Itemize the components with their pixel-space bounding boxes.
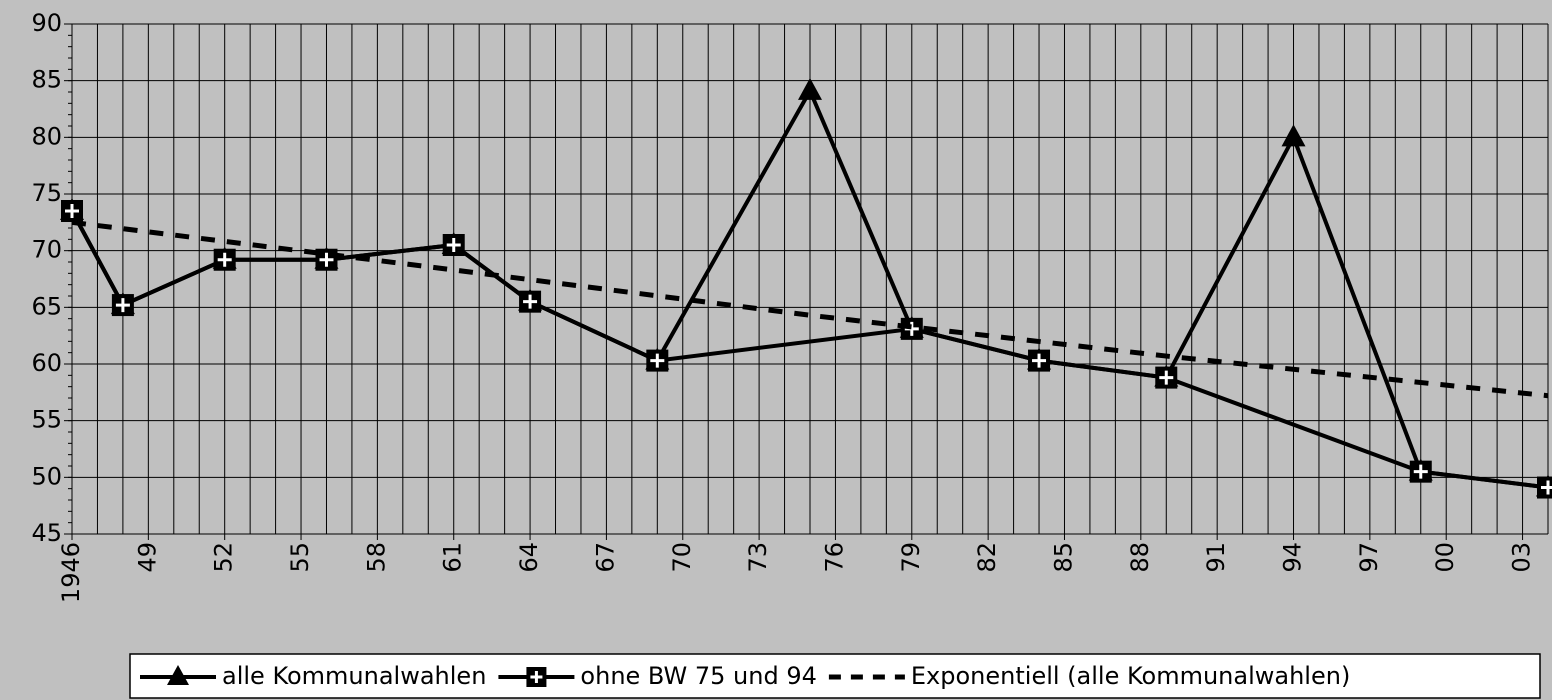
marker-plus	[1413, 464, 1428, 479]
marker	[1409, 460, 1432, 483]
x-tick-label: 79	[897, 542, 925, 573]
legend-label: alle Kommunalwahlen	[222, 662, 486, 690]
x-tick-label: 55	[286, 542, 314, 573]
x-tick-label: 91	[1202, 542, 1230, 573]
x-tick-label: 03	[1508, 542, 1536, 573]
marker-plus	[530, 671, 543, 683]
legend-label: ohne BW 75 und 94	[580, 662, 816, 690]
marker-plus	[1032, 353, 1047, 368]
x-tick-label: 58	[362, 542, 390, 573]
marker-plus	[115, 298, 130, 313]
marker	[526, 667, 547, 687]
marker-plus	[319, 252, 334, 267]
y-tick-label: 70	[31, 236, 62, 264]
x-tick-label: 67	[591, 542, 619, 573]
x-tick-label: 1946	[57, 542, 85, 603]
marker-plus	[650, 353, 665, 368]
marker-plus	[1159, 370, 1174, 385]
marker	[213, 248, 236, 271]
marker-plus	[65, 204, 79, 218]
marker	[646, 349, 669, 372]
x-tick-label: 85	[1049, 542, 1077, 573]
marker	[900, 317, 923, 340]
x-tick-label: 52	[210, 542, 238, 573]
marker	[315, 248, 338, 271]
series-line	[70, 210, 1549, 490]
y-tick-label: 90	[31, 9, 62, 37]
marker	[519, 290, 542, 313]
y-tick-label: 60	[31, 349, 62, 377]
x-tick-label: 97	[1355, 542, 1383, 573]
x-tick-label: 00	[1431, 542, 1459, 573]
marker	[1281, 124, 1306, 147]
y-tick-label: 50	[31, 462, 62, 490]
y-tick-label: 65	[31, 292, 62, 320]
y-tick-label: 80	[31, 122, 62, 150]
marker	[1028, 349, 1051, 372]
x-tick-label: 76	[820, 542, 848, 573]
x-tick-label: 82	[973, 542, 1001, 573]
legend-label: Exponentiell (alle Kommunalwahlen)	[911, 662, 1350, 690]
marker-plus	[446, 238, 461, 252]
marker	[442, 234, 465, 256]
series-line	[71, 219, 1549, 399]
x-tick-label: 70	[668, 542, 696, 573]
y-tick-label: 75	[31, 179, 62, 207]
marker-plus	[523, 294, 538, 309]
marker	[111, 294, 134, 317]
marker	[1155, 366, 1178, 389]
y-tick-label: 45	[31, 519, 62, 547]
x-tick-label: 49	[133, 542, 161, 573]
marker	[798, 77, 822, 100]
y-tick-label: 55	[31, 406, 62, 434]
marker	[167, 665, 189, 685]
marker	[1537, 476, 1552, 499]
marker-plus	[1541, 480, 1552, 495]
marker	[61, 200, 83, 222]
marker-plus	[217, 252, 232, 267]
x-tick-label: 88	[1126, 542, 1154, 573]
x-tick-label: 61	[439, 542, 467, 573]
x-tick-label: 64	[515, 542, 543, 573]
x-tick-label: 73	[744, 542, 772, 573]
x-tick-label: 94	[1279, 542, 1307, 573]
y-tick-label: 85	[31, 66, 62, 94]
